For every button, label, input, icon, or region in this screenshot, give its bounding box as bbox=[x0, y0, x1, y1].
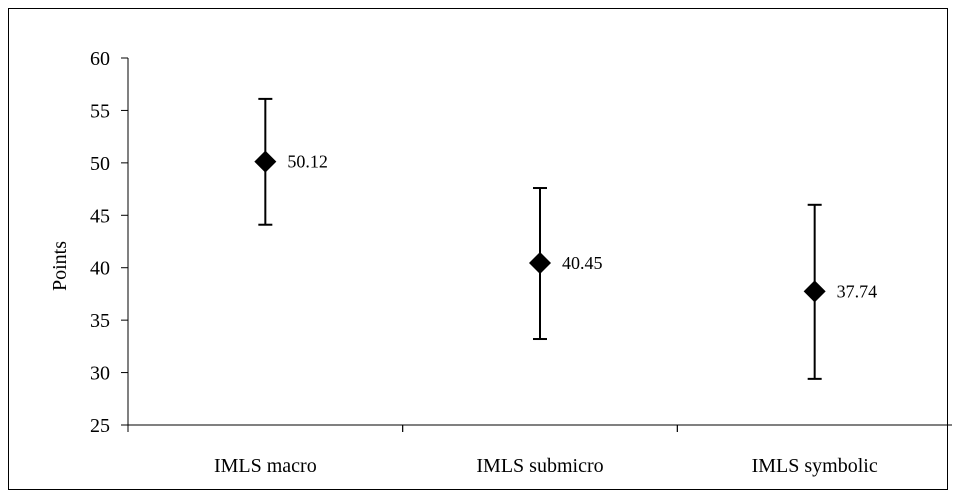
data-label: 37.74 bbox=[837, 281, 878, 301]
category-label: IMLS submicro bbox=[476, 455, 603, 477]
y-tick-label: 50 bbox=[90, 153, 110, 175]
data-marks: 50.12 40.45 37.74 bbox=[254, 97, 878, 380]
y-tick-label: 35 bbox=[90, 310, 110, 332]
data-point-marker bbox=[254, 150, 277, 173]
y-tick-label: 45 bbox=[90, 205, 110, 227]
y-axis-title: Points bbox=[49, 241, 71, 291]
category-label: IMLS symbolic bbox=[752, 455, 878, 477]
category-labels: IMLS macro IMLS submicro IMLS symbolic bbox=[214, 455, 878, 477]
data-point-marker bbox=[803, 280, 826, 303]
chart-frame bbox=[8, 8, 948, 490]
data-point-group: 50.12 bbox=[254, 97, 328, 226]
data-point-group: 40.45 bbox=[529, 187, 603, 341]
y-tick-label: 30 bbox=[90, 363, 110, 385]
data-label: 40.45 bbox=[562, 253, 603, 273]
data-point-group: 37.74 bbox=[803, 203, 878, 380]
y-tick-label: 60 bbox=[90, 48, 110, 70]
y-tick-label: 40 bbox=[90, 258, 110, 280]
y-tick-label: 55 bbox=[90, 100, 110, 122]
data-point-marker bbox=[529, 251, 551, 274]
category-label: IMLS macro bbox=[214, 455, 317, 477]
y-ticks: 25 30 35 40 45 50 55 60 bbox=[90, 48, 128, 437]
y-tick-label: 25 bbox=[90, 415, 110, 437]
axes bbox=[127, 58, 952, 432]
data-label: 50.12 bbox=[287, 152, 328, 172]
